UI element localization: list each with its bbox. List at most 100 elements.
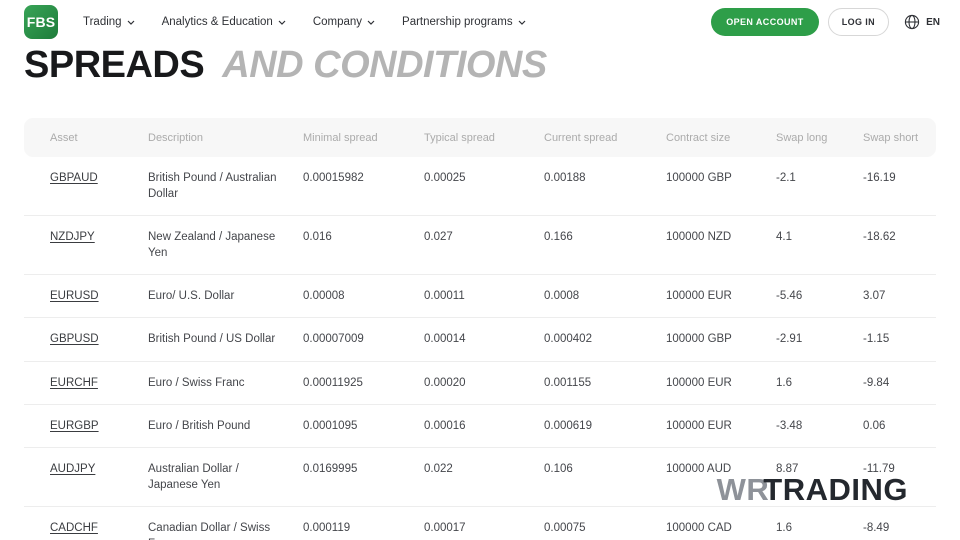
minimal-spread-cell: 0.016 xyxy=(303,231,332,244)
current-spread-cell: 0.00075 xyxy=(544,521,586,534)
typical-spread-cell: 0.00025 xyxy=(424,172,466,184)
nav-item-trading[interactable]: Trading xyxy=(83,16,135,28)
swap-long-cell: -3.48 xyxy=(776,419,803,432)
swap-short-cell: 3.07 xyxy=(863,290,886,303)
topbar-actions: OPEN ACCOUNT LOG IN EN xyxy=(711,8,940,36)
contract-size-cell: 100000 EUR xyxy=(666,290,732,303)
minimal-spread-cell: 0.000119 xyxy=(303,521,351,534)
asset-cell: EURGBP xyxy=(50,418,148,434)
description-cell: British Pound / US Dollar xyxy=(148,333,276,346)
swap-long-cell: 4.1 xyxy=(776,231,792,244)
page-title-primary: SPREADS xyxy=(24,44,205,86)
current-spread-cell: 0.106 xyxy=(544,462,573,475)
minimal-spread-cell: 0.0001095 xyxy=(303,419,358,432)
minimal-spread-cell: 0.00015982 xyxy=(303,172,364,184)
swap-long-cell: -2.1 xyxy=(776,172,796,184)
page-title-secondary: AND CONDITIONS xyxy=(222,44,547,86)
asset-cell: AUDJPY xyxy=(50,461,148,477)
fbs-logo[interactable]: FBS xyxy=(24,5,58,39)
nav-item-label: Company xyxy=(312,16,363,28)
typical-spread-cell: 0.00011 xyxy=(424,290,465,303)
asset-cell: CADCHF xyxy=(50,520,148,536)
contract-size-cell: 100000 GBP xyxy=(666,172,732,184)
column-header-contract-size: Contract size xyxy=(666,131,731,144)
table-row: EURUSD Euro/ U.S. Dollar 0.00008 0.00011… xyxy=(24,275,936,319)
nav-item-company[interactable]: Company xyxy=(313,16,375,28)
asset-link[interactable]: EURUSD xyxy=(50,290,99,303)
nav-item-partnership-programs[interactable]: Partnership programs xyxy=(402,16,526,28)
current-spread-cell: 0.000402 xyxy=(544,333,592,346)
typical-spread-cell: 0.00014 xyxy=(424,333,466,346)
contract-size-cell: 100000 EUR xyxy=(666,376,732,389)
asset-cell: EURUSD xyxy=(50,288,148,304)
asset-link[interactable]: EURGBP xyxy=(50,419,99,432)
table-body: GBPAUD British Pound / Australian Dollar… xyxy=(24,157,936,540)
asset-cell: GBPUSD xyxy=(50,331,148,347)
column-header-description: Description xyxy=(148,131,204,144)
table-row: EURCHF Euro / Swiss Franc 0.00011925 0.0… xyxy=(24,362,936,405)
table-row: NZDJPY New Zealand / Japanese Yen 0.016 … xyxy=(24,216,936,276)
asset-cell: EURCHF xyxy=(50,375,148,391)
asset-link[interactable]: AUDJPY xyxy=(50,462,96,475)
description-cell: New Zealand / Japanese Yen xyxy=(148,231,276,260)
contract-size-cell: 100000 AUD xyxy=(666,462,732,475)
contract-size-cell: 100000 NZD xyxy=(666,231,732,244)
swap-short-cell: -9.84 xyxy=(863,376,890,389)
language-selector[interactable]: EN xyxy=(904,14,940,30)
swap-long-cell: -2.91 xyxy=(776,333,803,346)
asset-link[interactable]: EURCHF xyxy=(50,376,98,389)
table-row: AUDJPY Australian Dollar / Japanese Yen … xyxy=(24,448,936,507)
column-header-typical-spread: Typical spread xyxy=(424,131,495,144)
chevron-down-icon xyxy=(367,20,375,25)
column-header-swap-short: Swap short xyxy=(863,131,919,144)
minimal-spread-cell: 0.00011925 xyxy=(303,376,363,389)
asset-link[interactable]: CADCHF xyxy=(50,521,98,534)
minimal-spread-cell: 0.00008 xyxy=(303,290,345,303)
current-spread-cell: 0.00188 xyxy=(544,172,586,184)
swap-short-cell: -11.79 xyxy=(863,462,895,475)
typical-spread-cell: 0.00020 xyxy=(424,376,466,389)
open-account-button[interactable]: OPEN ACCOUNT xyxy=(711,8,819,36)
swap-short-cell: 0.06 xyxy=(863,419,886,432)
table-row: EURGBP Euro / British Pound 0.0001095 0.… xyxy=(24,405,936,448)
column-header-swap-long: Swap long xyxy=(776,131,828,144)
description-cell: Euro/ U.S. Dollar xyxy=(148,290,235,303)
table-row: GBPAUD British Pound / Australian Dollar… xyxy=(24,157,936,217)
asset-link[interactable]: GBPAUD xyxy=(50,172,98,184)
nav-item-analytics-education[interactable]: Analytics & Education xyxy=(162,16,286,28)
minimal-spread-cell: 0.0169995 xyxy=(303,462,358,475)
asset-cell: NZDJPY xyxy=(50,229,148,245)
asset-link[interactable]: GBPUSD xyxy=(50,333,99,346)
nav-item-label: Analytics & Education xyxy=(161,16,273,28)
swap-long-cell: 1.6 xyxy=(776,376,792,389)
contract-size-cell: 100000 CAD xyxy=(666,521,732,534)
swap-long-cell: 1.6 xyxy=(776,521,792,534)
top-navigation-bar: FBS Trading Analytics & Education Compan… xyxy=(0,0,960,44)
typical-spread-cell: 0.00016 xyxy=(424,419,466,432)
description-cell: Canadian Dollar / Swiss Franc xyxy=(148,521,271,540)
description-cell: British Pound / Australian Dollar xyxy=(148,172,277,201)
table-row: CADCHF Canadian Dollar / Swiss Franc 0.0… xyxy=(24,507,936,540)
current-spread-cell: 0.000619 xyxy=(544,419,592,432)
contract-size-cell: 100000 GBP xyxy=(666,333,732,346)
column-header-minimal-spread: Minimal spread xyxy=(303,131,378,144)
table-row: GBPUSD British Pound / US Dollar 0.00007… xyxy=(24,318,936,362)
globe-icon xyxy=(904,14,920,30)
column-header-current-spread: Current spread xyxy=(544,131,618,144)
nav-item-label: Trading xyxy=(83,16,122,28)
swap-short-cell: -16.19 xyxy=(863,172,896,184)
spreads-table: Asset Description Minimal spread Typical… xyxy=(24,118,936,540)
nav-item-label: Partnership programs xyxy=(402,16,513,28)
chevron-down-icon xyxy=(127,20,135,25)
chevron-down-icon xyxy=(518,20,526,25)
description-cell: Australian Dollar / Japanese Yen xyxy=(148,462,239,491)
login-button[interactable]: LOG IN xyxy=(827,8,890,36)
current-spread-cell: 0.166 xyxy=(544,231,573,244)
asset-link[interactable]: NZDJPY xyxy=(50,231,95,244)
current-spread-cell: 0.001155 xyxy=(544,376,592,389)
language-code: EN xyxy=(926,16,940,28)
contract-size-cell: 100000 EUR xyxy=(666,419,732,432)
swap-short-cell: -8.49 xyxy=(863,521,890,534)
chevron-down-icon xyxy=(278,20,286,25)
typical-spread-cell: 0.022 xyxy=(424,462,453,475)
